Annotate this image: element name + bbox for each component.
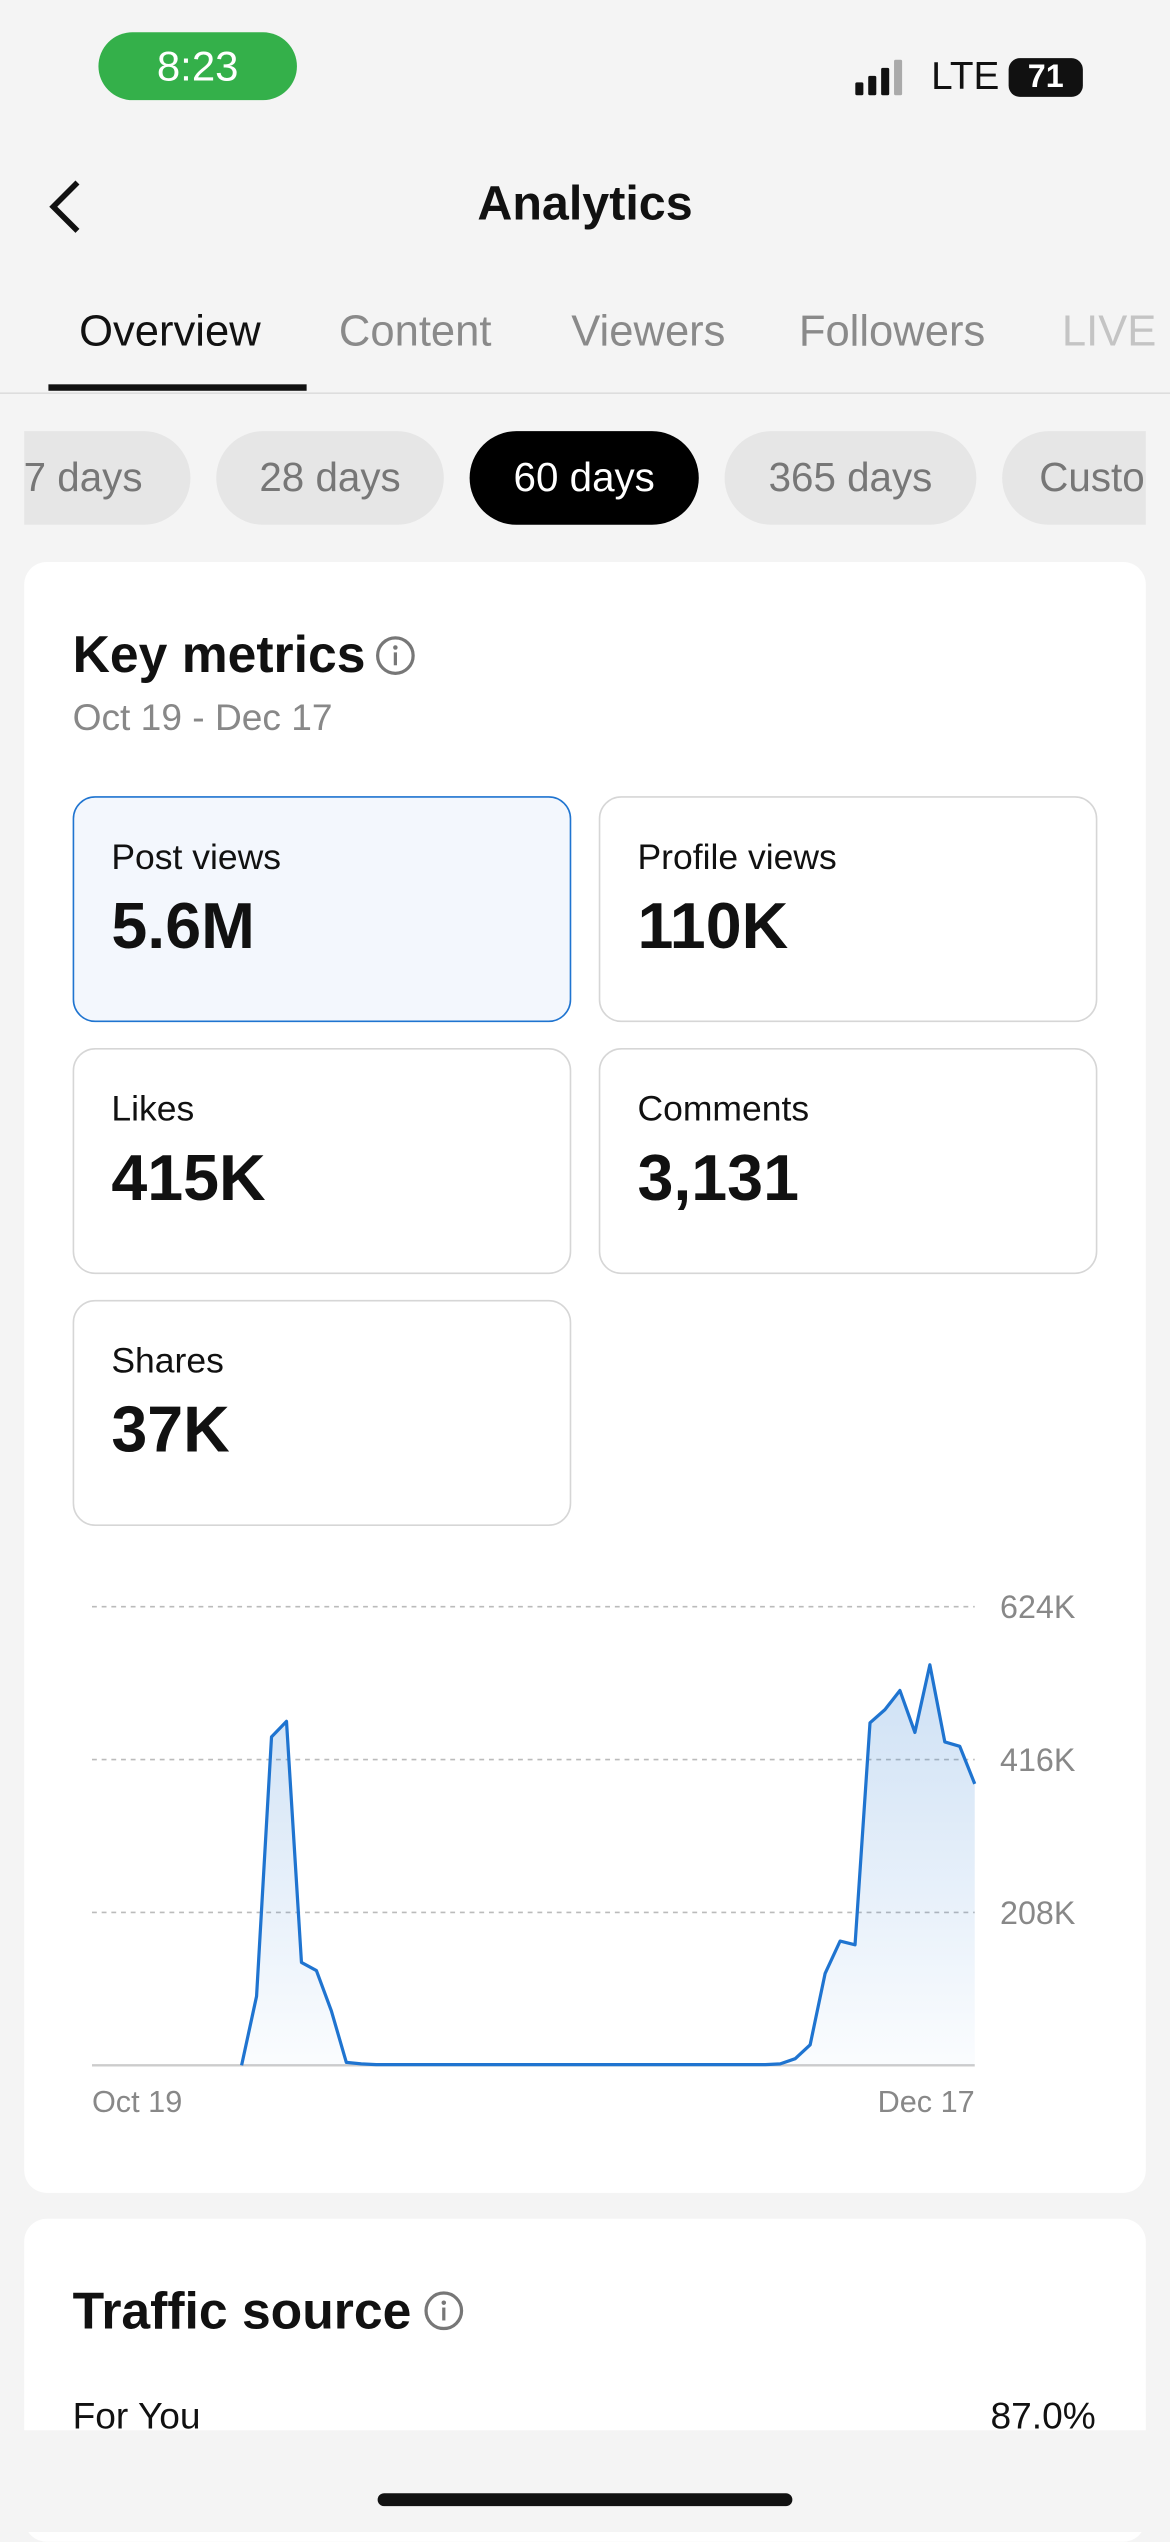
metric-card[interactable]: Post views 5.6M [72, 796, 572, 1023]
metric-card[interactable]: Likes 415K [72, 1048, 572, 1275]
date-range: Oct 19 - Dec 17 [72, 695, 333, 738]
area [241, 1664, 975, 2066]
tab[interactable]: LIVE [1061, 306, 1157, 356]
home-indicator [377, 2493, 793, 2507]
metric-label: Post views [111, 836, 282, 877]
metric-value: 5.6M [111, 891, 255, 963]
back-button[interactable] [45, 178, 90, 236]
section-title: Traffic source [72, 2281, 412, 2340]
x-tick-label: Dec 17 [878, 2085, 975, 2119]
tab[interactable]: Followers [798, 306, 986, 356]
tab[interactable]: Viewers [571, 306, 726, 356]
page-title: Analytics [477, 177, 693, 231]
y-tick-label: 624K [1000, 1589, 1076, 1625]
metric-card[interactable]: Profile views 110K [598, 796, 1098, 1023]
time-pill: 8:23 [98, 32, 297, 101]
network: LTE [931, 54, 1000, 99]
divider [0, 392, 1170, 395]
y-tick-label: 208K [1000, 1895, 1076, 1931]
traffic-label: For You [72, 2394, 201, 2437]
metric-label: Likes [111, 1088, 195, 1129]
metric-label: Comments [637, 1088, 810, 1129]
y-tick-label: 416K [1000, 1742, 1076, 1778]
line [240, 1663, 977, 2067]
metric-label: Profile views [637, 836, 837, 877]
period-pill[interactable]: 60 days [469, 431, 699, 525]
section-title: Key metrics [72, 624, 366, 684]
metric-value: 37K [111, 1395, 230, 1467]
period-pill[interactable]: 28 days [216, 431, 444, 525]
traffic-value: 87.0% [990, 2394, 1096, 2437]
bottom-bar [0, 2430, 1170, 2533]
info-icon[interactable] [423, 2290, 465, 2332]
x-tick-label: Oct 19 [92, 2085, 182, 2119]
info-icon[interactable] [374, 635, 416, 677]
period-pill[interactable]: 7 days [24, 431, 191, 525]
metric-value: 110K [637, 891, 789, 963]
period-pill[interactable]: Custom [1002, 431, 1146, 525]
signal-icon [855, 59, 903, 96]
battery: 71 [1008, 58, 1083, 97]
metric-card[interactable]: Comments 3,131 [598, 1048, 1098, 1275]
tab[interactable]: Content [338, 306, 492, 356]
tab-indicator [48, 384, 307, 391]
metric-value: 3,131 [637, 1143, 800, 1215]
period-bar: 7 days 28 days 60 days 365 days Custom [24, 0, 1146, 549]
metric-label: Shares [111, 1340, 224, 1381]
metric-card[interactable]: Shares 37K [72, 1299, 572, 1526]
chart: 208K 416K 624K Oct 19 Dec 17 [91, 1589, 1076, 2119]
tab[interactable]: Overview [79, 306, 261, 356]
period-pill[interactable]: 365 days [724, 431, 977, 525]
metric-value: 415K [111, 1143, 266, 1215]
